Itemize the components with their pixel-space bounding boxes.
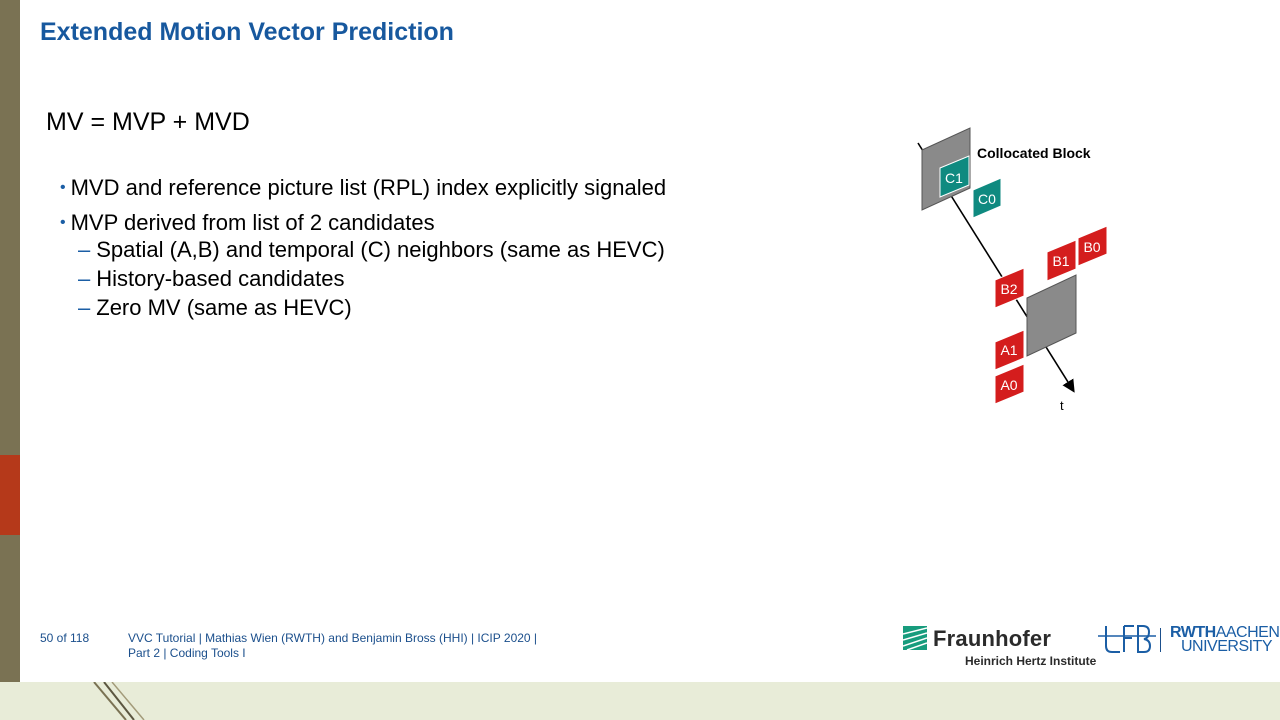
rwth-aachen-logo: RWTHAACHEN UNIVERSITY <box>1170 624 1280 656</box>
fraunhofer-mark-icon <box>903 626 927 650</box>
sub-bullet-item: – History-based candidates <box>78 264 665 293</box>
current-block <box>1026 274 1077 357</box>
rwth-text: RWTH <box>1170 624 1216 641</box>
collocated-block-label: Collocated Block <box>977 145 1091 161</box>
block-b2 <box>994 267 1025 309</box>
bullet-text: MVD and reference picture list (RPL) ind… <box>70 175 667 200</box>
block-b1 <box>1046 239 1077 282</box>
left-decor-accent <box>0 455 20 535</box>
sub-bullet-text: Zero MV (same as HEVC) <box>96 295 352 320</box>
rwth-line1: RWTHAACHEN <box>1170 624 1280 642</box>
bullet-list: • MVD and reference picture list (RPL) in… <box>60 172 666 242</box>
block-b0 <box>1077 225 1108 267</box>
logo-separator <box>1160 628 1161 652</box>
bullet-dot-icon: • <box>60 179 66 196</box>
mv-equation: MV = MVP + MVD <box>46 108 250 136</box>
block-a0-label: A0 <box>1000 377 1017 393</box>
bullet-item: • MVP derived from list of 2 candidates <box>60 207 666 242</box>
sub-bullet-item: – Zero MV (same as HEVC) <box>78 293 665 322</box>
left-decor-bar <box>0 0 20 720</box>
fraunhofer-subtitle: Heinrich Hertz Institute <box>965 654 1097 668</box>
bottom-decor-lines <box>93 682 145 720</box>
block-c1-label: C1 <box>945 170 963 186</box>
mv-candidates-diagram: C1 C0 B0 B1 B2 A1 A0 Collocated Block t <box>917 127 1108 413</box>
footer-info-line2: Part 2 | Coding Tools I <box>128 646 246 660</box>
fraunhofer-name: Fraunhofer <box>933 626 1052 651</box>
university-text: UNIVERSITY <box>1180 638 1273 655</box>
slide-title: Extended Motion Vector Prediction <box>40 18 454 46</box>
ifb-logo-icon <box>1098 625 1156 653</box>
time-label: t <box>1060 398 1064 413</box>
block-c0-label: C0 <box>978 191 996 207</box>
fraunhofer-logo: Fraunhofer Heinrich Hertz Institute <box>903 624 1097 670</box>
block-b1-label: B1 <box>1052 253 1069 269</box>
dash-icon: – <box>78 266 91 291</box>
block-a1 <box>994 329 1025 371</box>
bottom-band <box>0 682 1280 720</box>
sub-bullet-text: History-based candidates <box>96 266 345 291</box>
dash-icon: – <box>78 295 91 320</box>
bullet-item: • MVD and reference picture list (RPL) in… <box>60 172 666 207</box>
aachen-text: AACHEN <box>1215 624 1280 641</box>
bullet-dot-icon: • <box>60 214 66 231</box>
footer-info-line1: VVC Tutorial | Mathias Wien (RWTH) and B… <box>128 631 538 645</box>
block-b0-label: B0 <box>1083 239 1100 255</box>
block-b2-label: B2 <box>1000 281 1017 297</box>
sub-bullet-text: Spatial (A,B) and temporal (C) neighbors… <box>96 237 665 262</box>
block-c1 <box>939 155 970 198</box>
page-number: 50 of 118 <box>40 631 90 645</box>
sub-bullet-item: – Spatial (A,B) and temporal (C) neighbor… <box>78 235 665 264</box>
sub-bullet-list: – Spatial (A,B) and temporal (C) neighbor… <box>78 235 665 322</box>
block-a0 <box>994 363 1025 405</box>
block-a1-label: A1 <box>1000 342 1017 358</box>
block-c0 <box>972 177 1002 219</box>
dash-icon: – <box>78 237 91 262</box>
bullet-text: MVP derived from list of 2 candidates <box>70 210 435 235</box>
